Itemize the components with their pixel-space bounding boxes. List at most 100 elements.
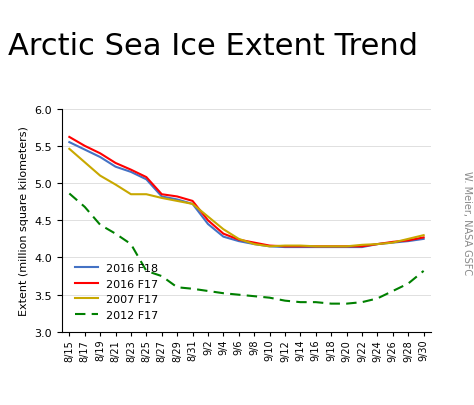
2016 F18 xyxy=(236,239,242,244)
2016 F17 xyxy=(359,244,365,249)
2016 F17 xyxy=(267,243,273,248)
2016 F18 xyxy=(113,165,118,170)
2012 F17 xyxy=(267,296,273,301)
2007 F17 xyxy=(359,243,365,248)
2012 F17 xyxy=(313,300,319,305)
2007 F17 xyxy=(390,241,396,245)
2012 F17 xyxy=(236,292,242,297)
2012 F17 xyxy=(159,274,164,279)
2007 F17 xyxy=(128,192,134,197)
2012 F17 xyxy=(220,291,226,296)
2016 F18 xyxy=(82,148,88,153)
2012 F17 xyxy=(251,294,257,299)
2012 F17 xyxy=(374,296,380,301)
2016 F17 xyxy=(313,244,319,249)
2016 F18 xyxy=(282,245,288,250)
Y-axis label: Extent (million square kilometers): Extent (million square kilometers) xyxy=(18,126,28,315)
2007 F17 xyxy=(251,242,257,247)
2012 F17 xyxy=(128,242,134,247)
2016 F18 xyxy=(251,242,257,247)
2007 F17 xyxy=(282,243,288,248)
2007 F17 xyxy=(220,227,226,232)
2012 F17 xyxy=(344,301,349,306)
2007 F17 xyxy=(298,243,303,248)
2016 F17 xyxy=(159,192,164,197)
2016 F17 xyxy=(144,175,149,180)
2012 F17 xyxy=(359,300,365,305)
2012 F17 xyxy=(190,287,195,292)
2016 F18 xyxy=(174,198,180,202)
2016 F17 xyxy=(97,151,103,156)
2007 F17 xyxy=(82,160,88,165)
2012 F17 xyxy=(205,289,211,294)
Legend: 2016 F18, 2016 F17, 2007 F17, 2012 F17: 2016 F18, 2016 F17, 2007 F17, 2012 F17 xyxy=(71,259,163,324)
2016 F18 xyxy=(344,245,349,250)
2016 F18 xyxy=(405,239,411,244)
2016 F17 xyxy=(220,232,226,237)
2016 F18 xyxy=(144,177,149,182)
2016 F17 xyxy=(66,135,72,140)
2007 F17 xyxy=(328,244,334,249)
Line: 2012 F17: 2012 F17 xyxy=(69,194,424,304)
2007 F17 xyxy=(267,244,273,249)
2016 F17 xyxy=(82,144,88,149)
Line: 2016 F17: 2016 F17 xyxy=(69,138,424,247)
2016 F17 xyxy=(298,244,303,249)
2012 F17 xyxy=(282,298,288,303)
2016 F17 xyxy=(128,168,134,173)
2016 F18 xyxy=(313,245,319,250)
2016 F18 xyxy=(421,237,427,242)
2016 F18 xyxy=(298,245,303,250)
2007 F17 xyxy=(144,192,149,197)
2007 F17 xyxy=(113,183,118,188)
2016 F18 xyxy=(267,244,273,249)
2007 F17 xyxy=(313,244,319,249)
Text: Arctic Sea Ice Extent Trend: Arctic Sea Ice Extent Trend xyxy=(9,32,418,61)
Line: 2007 F17: 2007 F17 xyxy=(69,149,424,247)
2012 F17 xyxy=(328,301,334,306)
2016 F17 xyxy=(390,240,396,245)
Text: W. Meier, NASA GSFC: W. Meier, NASA GSFC xyxy=(462,171,472,275)
2016 F18 xyxy=(328,245,334,250)
2007 F17 xyxy=(66,147,72,152)
2012 F17 xyxy=(174,285,180,290)
2012 F17 xyxy=(298,300,303,305)
2012 F17 xyxy=(82,205,88,210)
2016 F17 xyxy=(405,238,411,243)
2012 F17 xyxy=(421,269,427,274)
2016 F18 xyxy=(97,155,103,160)
2016 F17 xyxy=(236,238,242,243)
2016 F18 xyxy=(128,170,134,175)
2016 F17 xyxy=(328,244,334,249)
2007 F17 xyxy=(374,242,380,247)
2012 F17 xyxy=(390,289,396,294)
2016 F18 xyxy=(359,245,365,250)
2016 F17 xyxy=(344,244,349,249)
2016 F17 xyxy=(421,235,427,240)
2016 F17 xyxy=(282,244,288,249)
2007 F17 xyxy=(159,196,164,201)
2012 F17 xyxy=(405,281,411,286)
Line: 2016 F18: 2016 F18 xyxy=(69,143,424,247)
2016 F18 xyxy=(390,241,396,245)
2016 F18 xyxy=(220,234,226,239)
2016 F17 xyxy=(113,161,118,166)
2016 F17 xyxy=(190,199,195,204)
2007 F17 xyxy=(344,244,349,249)
2016 F18 xyxy=(66,141,72,145)
2016 F17 xyxy=(205,218,211,223)
2007 F17 xyxy=(405,237,411,242)
2016 F17 xyxy=(174,194,180,199)
2016 F17 xyxy=(374,242,380,247)
2007 F17 xyxy=(190,202,195,207)
2016 F18 xyxy=(159,194,164,199)
2007 F17 xyxy=(236,237,242,242)
2007 F17 xyxy=(205,215,211,220)
2016 F17 xyxy=(251,241,257,245)
2007 F17 xyxy=(174,199,180,204)
2007 F17 xyxy=(97,174,103,179)
2007 F17 xyxy=(421,233,427,238)
2012 F17 xyxy=(97,223,103,228)
2016 F18 xyxy=(374,242,380,247)
2012 F17 xyxy=(66,192,72,196)
